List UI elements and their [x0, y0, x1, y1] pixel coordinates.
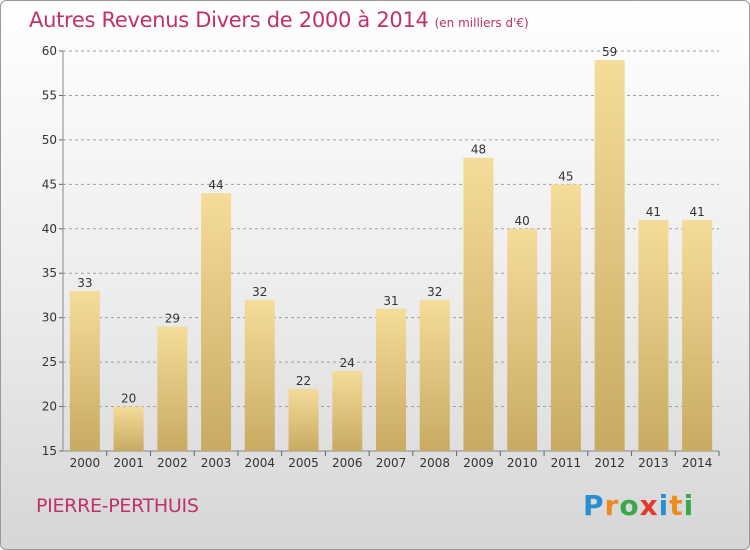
y-tick-label: 55	[42, 88, 57, 102]
x-tick-label: 2014	[682, 456, 713, 470]
x-tick-label: 2011	[551, 456, 582, 470]
bar	[201, 193, 232, 451]
title-unit: (en milliers d'€)	[434, 16, 529, 30]
bar	[638, 219, 669, 451]
logo-letter: P	[583, 489, 605, 522]
y-tick-label: 45	[42, 177, 57, 191]
proxiti-logo[interactable]: Proxiti	[583, 489, 694, 522]
data-label: 29	[165, 312, 180, 326]
bar	[332, 371, 363, 451]
bar	[682, 219, 713, 451]
data-label: 48	[471, 143, 486, 157]
data-label: 24	[340, 356, 355, 370]
data-label: 41	[646, 205, 661, 219]
bar	[244, 299, 275, 451]
x-tick-label: 2004	[245, 456, 276, 470]
bar	[69, 291, 100, 451]
data-label: 20	[121, 392, 136, 406]
bar	[463, 157, 494, 451]
y-tick-label: 15	[42, 444, 57, 458]
data-label: 59	[602, 45, 617, 59]
bar	[376, 308, 406, 451]
y-tick-label: 35	[42, 266, 57, 280]
bar	[288, 388, 319, 451]
data-label: 31	[383, 294, 398, 308]
data-label: 45	[558, 169, 573, 183]
y-tick-label: 60	[42, 44, 57, 58]
data-label: 44	[208, 178, 223, 192]
y-tick-label: 20	[42, 400, 57, 414]
x-tick-label: 2002	[157, 456, 188, 470]
data-label: 40	[515, 214, 530, 228]
y-tick-label: 30	[42, 311, 57, 325]
data-label: 41	[689, 205, 704, 219]
x-tick-label: 2010	[507, 456, 538, 470]
y-tick-label: 40	[42, 222, 57, 236]
data-label: 32	[252, 285, 267, 299]
x-tick-label: 2005	[288, 456, 319, 470]
bar	[157, 326, 188, 451]
bar	[550, 184, 581, 452]
x-tick-label: 2006	[332, 456, 363, 470]
x-tick-label: 2008	[419, 456, 450, 470]
x-tick-label: 2003	[201, 456, 232, 470]
x-tick-label: 2013	[638, 456, 669, 470]
bar	[419, 299, 450, 451]
bar	[113, 406, 144, 451]
logo-letter: i	[658, 489, 670, 522]
place-name: PIERRE-PERTHUIS	[36, 495, 199, 517]
bar	[594, 59, 625, 452]
y-tick-label: 50	[42, 133, 57, 147]
chart-title: Autres Revenus Divers de 2000 à 2014 (en …	[29, 8, 529, 32]
logo-letter: t	[669, 489, 684, 522]
x-tick-label: 2000	[70, 456, 101, 470]
logo-letter: x	[639, 489, 659, 522]
bar	[507, 228, 538, 451]
x-tick-label: 2001	[113, 456, 144, 470]
data-label: 22	[296, 374, 311, 388]
logo-letter: i	[683, 489, 695, 522]
data-label: 32	[427, 285, 442, 299]
logo-letter: r	[604, 489, 620, 522]
y-tick-label: 25	[42, 355, 57, 369]
x-tick-label: 2009	[463, 456, 494, 470]
x-tick-label: 2012	[594, 456, 625, 470]
x-tick-label: 2007	[376, 456, 407, 470]
logo-letter: o	[619, 489, 640, 522]
title-text: Autres Revenus Divers de 2000 à 2014	[29, 8, 429, 32]
data-label: 33	[77, 276, 92, 290]
